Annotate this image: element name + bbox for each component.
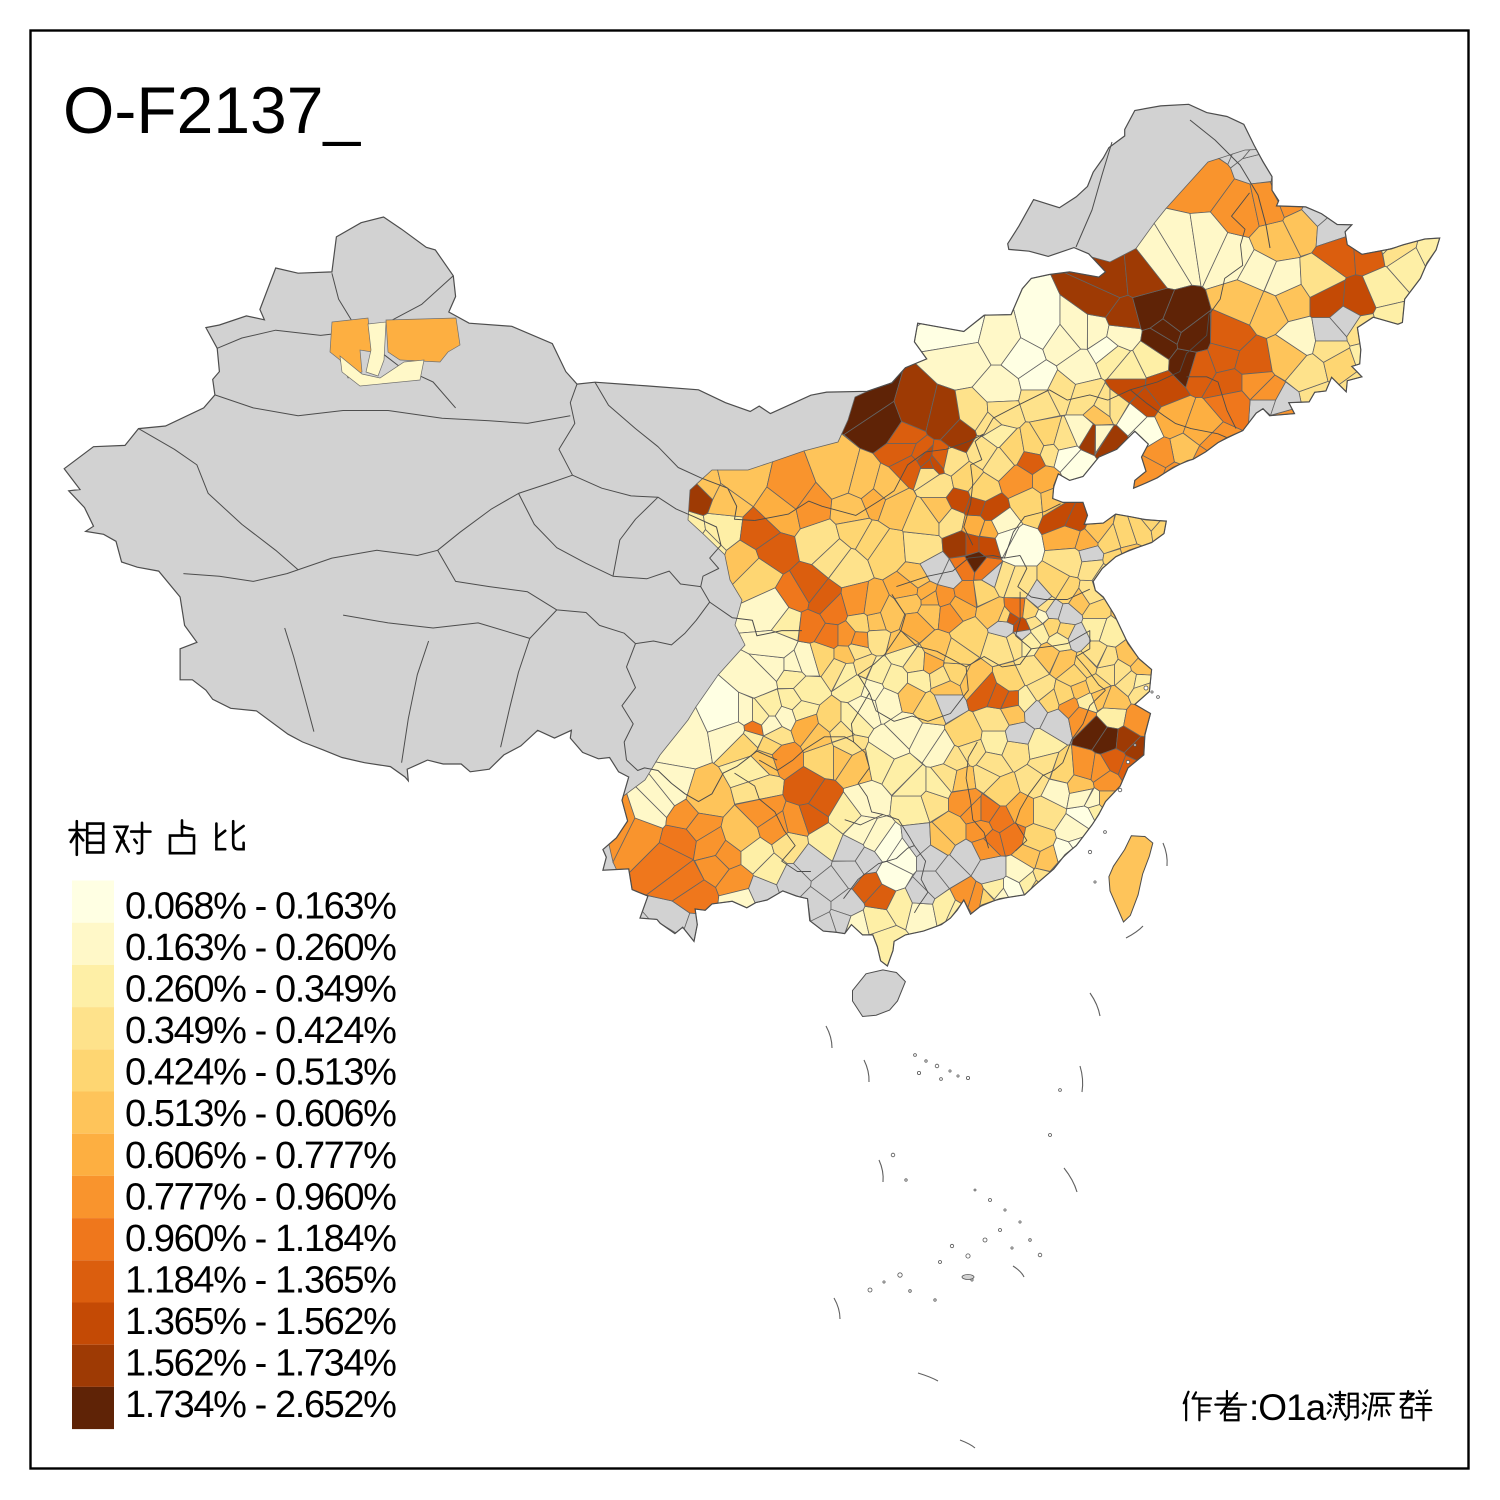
svg-text::O1a: :O1a <box>1249 1387 1327 1428</box>
svg-text:1.734% - 2.652%: 1.734% - 2.652% <box>125 1384 396 1426</box>
svg-text:1.365% - 1.562%: 1.365% - 1.562% <box>125 1301 396 1343</box>
svg-text:0.606% - 0.777%: 0.606% - 0.777% <box>125 1135 396 1177</box>
svg-text:0.068% - 0.163%: 0.068% - 0.163% <box>125 886 396 928</box>
svg-text:0.513% - 0.606%: 0.513% - 0.606% <box>125 1093 396 1135</box>
svg-text:0.163% - 0.260%: 0.163% - 0.260% <box>125 927 396 969</box>
svg-text:0.960% - 1.184%: 0.960% - 1.184% <box>125 1218 396 1260</box>
svg-text:1.184% - 1.365%: 1.184% - 1.365% <box>125 1260 396 1302</box>
svg-text:0.424% - 0.513%: 0.424% - 0.513% <box>125 1052 396 1094</box>
svg-text:0.777% - 0.960%: 0.777% - 0.960% <box>125 1176 396 1218</box>
svg-text:1.562% - 1.734%: 1.562% - 1.734% <box>125 1343 396 1385</box>
svg-text:O-F2137_: O-F2137_ <box>63 73 361 147</box>
svg-text:0.349% - 0.424%: 0.349% - 0.424% <box>125 1010 396 1052</box>
svg-text:0.260% - 0.349%: 0.260% - 0.349% <box>125 969 396 1011</box>
